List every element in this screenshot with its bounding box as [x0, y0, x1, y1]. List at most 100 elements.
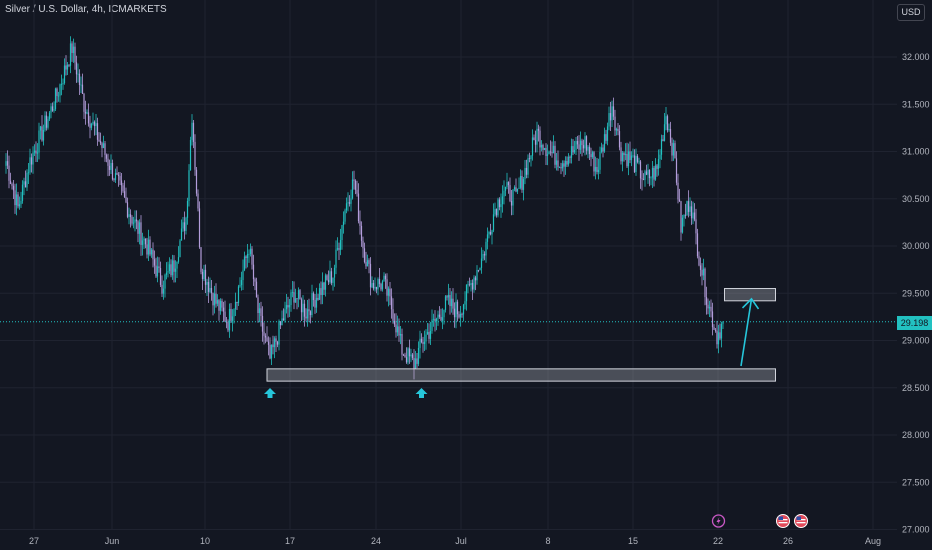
- candle-body: [381, 281, 384, 290]
- candle-body: [170, 264, 172, 276]
- candle-body: [711, 311, 714, 328]
- us-flag-event-icon[interactable]: [794, 514, 808, 528]
- candle-body: [119, 176, 121, 181]
- candle-body: [323, 282, 325, 290]
- candle: [390, 288, 393, 319]
- candle-body: [536, 128, 538, 145]
- candle-body: [198, 208, 201, 248]
- candle: [305, 308, 307, 322]
- candle-body: [530, 155, 532, 159]
- candle: [627, 143, 630, 176]
- candle-body: [680, 201, 682, 233]
- support-zone[interactable]: [266, 368, 776, 382]
- candle: [27, 162, 30, 184]
- candle: [132, 216, 135, 229]
- candle-body: [636, 155, 639, 162]
- candle-body: [87, 112, 90, 124]
- candle: [383, 272, 385, 282]
- candle-body: [102, 143, 105, 149]
- candle-body: [353, 179, 355, 181]
- candle: [626, 142, 628, 169]
- candle-body: [405, 357, 408, 363]
- candle-body: [713, 327, 715, 330]
- candle: [150, 248, 153, 258]
- candle-body: [546, 154, 549, 156]
- x-tick-label: 22: [713, 536, 723, 546]
- candle: [525, 159, 528, 179]
- candle-body: [114, 173, 117, 180]
- candle-body: [165, 272, 168, 275]
- y-tick-label: 29.000: [902, 336, 930, 346]
- candle-body: [56, 88, 58, 96]
- candle-body: [558, 167, 561, 168]
- candle-body: [480, 258, 483, 268]
- lightning-event-icon[interactable]: [711, 514, 726, 528]
- candle: [219, 298, 222, 315]
- candle: [191, 114, 193, 146]
- candle-body: [519, 175, 522, 188]
- candle: [120, 172, 123, 196]
- candle: [432, 313, 435, 327]
- candle-body: [350, 198, 352, 204]
- candle: [342, 211, 345, 234]
- candle-body: [708, 306, 711, 309]
- candle: [93, 120, 96, 136]
- candle-body: [513, 187, 516, 190]
- candle-body: [570, 146, 573, 158]
- candle: [671, 137, 673, 162]
- candle-body: [540, 144, 543, 148]
- bounce-marker-2-icon: [415, 388, 428, 398]
- candle: [402, 353, 405, 357]
- candle: [527, 154, 529, 179]
- candle: [207, 276, 210, 304]
- candle: [638, 157, 640, 165]
- candle: [617, 123, 619, 136]
- candle-body: [206, 282, 208, 285]
- candle: [455, 293, 457, 329]
- candle-body: [296, 298, 298, 300]
- candle-body: [248, 253, 250, 255]
- candle-body: [677, 182, 679, 200]
- candle: [117, 172, 120, 187]
- candle: [534, 130, 537, 153]
- candle: [398, 318, 400, 342]
- candle: [620, 141, 622, 165]
- candle-body: [48, 112, 51, 120]
- candle: [426, 323, 429, 335]
- candle: [710, 299, 712, 318]
- candle-body: [240, 280, 243, 286]
- candle: [188, 164, 190, 207]
- candle-body: [197, 193, 199, 209]
- candle: [560, 162, 562, 175]
- candle: [111, 159, 114, 181]
- candle: [660, 134, 663, 160]
- candle: [353, 170, 355, 190]
- candle-body: [176, 261, 178, 269]
- candle: [468, 277, 471, 287]
- candle-body: [488, 232, 490, 235]
- currency-button[interactable]: USD: [897, 4, 925, 21]
- candle: [477, 269, 480, 273]
- y-tick-label: 29.500: [902, 288, 930, 298]
- candle-body: [219, 300, 222, 311]
- candle: [614, 109, 616, 137]
- us-flag-event-icon[interactable]: [776, 514, 790, 528]
- candle-body: [606, 126, 609, 141]
- candle-body: [291, 292, 294, 293]
- candle: [381, 279, 384, 292]
- candle-body: [666, 116, 669, 131]
- candle-body: [603, 134, 606, 152]
- candle: [459, 306, 462, 327]
- candle-body: [29, 157, 31, 173]
- candle: [507, 181, 510, 194]
- projection-arrow-head: [741, 297, 760, 310]
- candle: [137, 220, 139, 243]
- target-zone[interactable]: [724, 288, 776, 302]
- candle: [126, 197, 129, 219]
- candle-body: [548, 151, 550, 155]
- candle: [558, 166, 561, 168]
- candle-body: [390, 296, 393, 310]
- candle: [318, 283, 321, 300]
- candle-body: [414, 358, 417, 369]
